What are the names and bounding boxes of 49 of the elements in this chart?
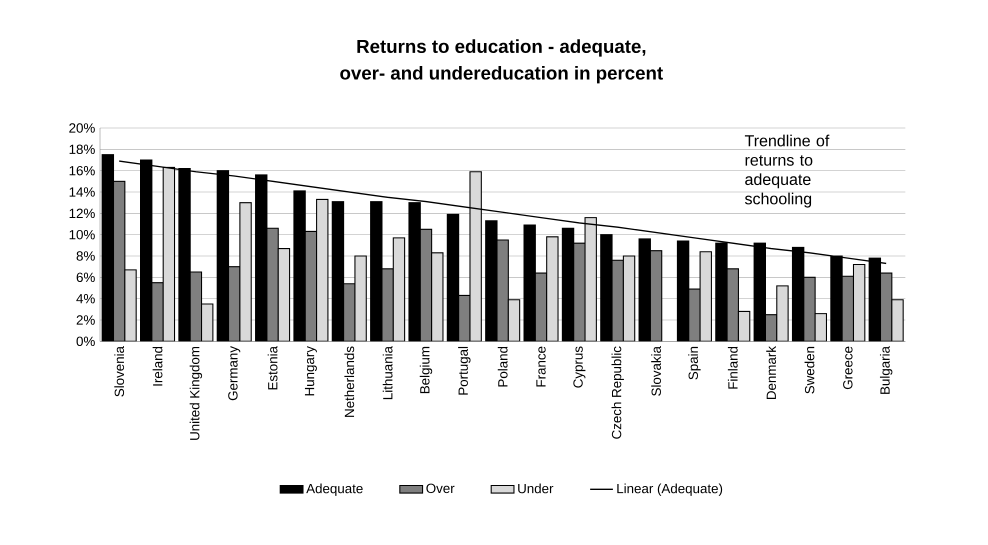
x-tick-label: Denmark	[766, 346, 776, 399]
bar	[814, 312, 827, 342]
x-tick-label: Cyprus	[573, 346, 586, 388]
bar	[201, 303, 214, 342]
y-tick-label: 12%	[70, 208, 95, 218]
y-tick-label: 16%	[70, 166, 95, 176]
x-tick-label: United Kingdom	[190, 346, 202, 440]
x-tick-label: Hungary	[304, 346, 317, 396]
y-tick-label: 0%	[76, 336, 95, 346]
bar	[316, 198, 328, 342]
x-tick-label: Belgium	[420, 346, 432, 393]
x-tick-label: Portugal	[458, 346, 471, 394]
y-tick-label: 6%	[76, 272, 95, 282]
x-tick-label: Netherlands	[344, 346, 354, 417]
x-tick-label: Greece	[843, 346, 853, 389]
x-tick-label: Czech Republic	[612, 346, 624, 439]
x-tick-label: Lithuania	[382, 346, 393, 399]
bar	[546, 236, 559, 342]
x-tick-label: Germany	[228, 346, 240, 400]
bar	[162, 166, 176, 342]
chart-subtitle: over- and undereducation in percent	[340, 66, 663, 84]
y-tick-label: 2%	[76, 315, 95, 325]
bar	[700, 251, 712, 342]
x-tick-label: Slovakia	[651, 346, 661, 396]
y-tick-label: 18%	[70, 144, 95, 154]
y-tick-label: 10%	[70, 230, 95, 240]
y-tick-label: 8%	[76, 251, 95, 261]
legend-label: Linear (Adequate)	[617, 483, 722, 496]
x-tick-label: Ireland	[152, 346, 162, 386]
bar	[852, 264, 866, 342]
bar	[469, 171, 482, 342]
chart-title: Returns to education - adequate,	[357, 39, 646, 57]
y-tick-label: 14%	[70, 187, 95, 197]
annotation: Trendline of returns to adequate schooling	[744, 134, 830, 208]
legend-label: Under	[518, 483, 554, 494]
legend-label: Over	[426, 483, 454, 493]
x-tick-label: Poland	[498, 346, 508, 386]
x-tick-label: Spain	[688, 346, 701, 380]
x-tick-label: Estonia	[268, 346, 278, 390]
legend-label: Adequate	[306, 483, 363, 496]
y-tick-label: 4%	[76, 294, 95, 304]
x-tick-label: Slovenia	[114, 346, 124, 396]
bar	[584, 216, 597, 342]
bar	[431, 252, 444, 342]
x-tick-label: France	[536, 346, 546, 386]
x-tick-label: Sweden	[804, 346, 814, 394]
y-tick-label: 20%	[69, 123, 95, 133]
x-tick-label: Finland	[728, 346, 738, 389]
x-tick-label: Bulgaria	[880, 346, 892, 394]
